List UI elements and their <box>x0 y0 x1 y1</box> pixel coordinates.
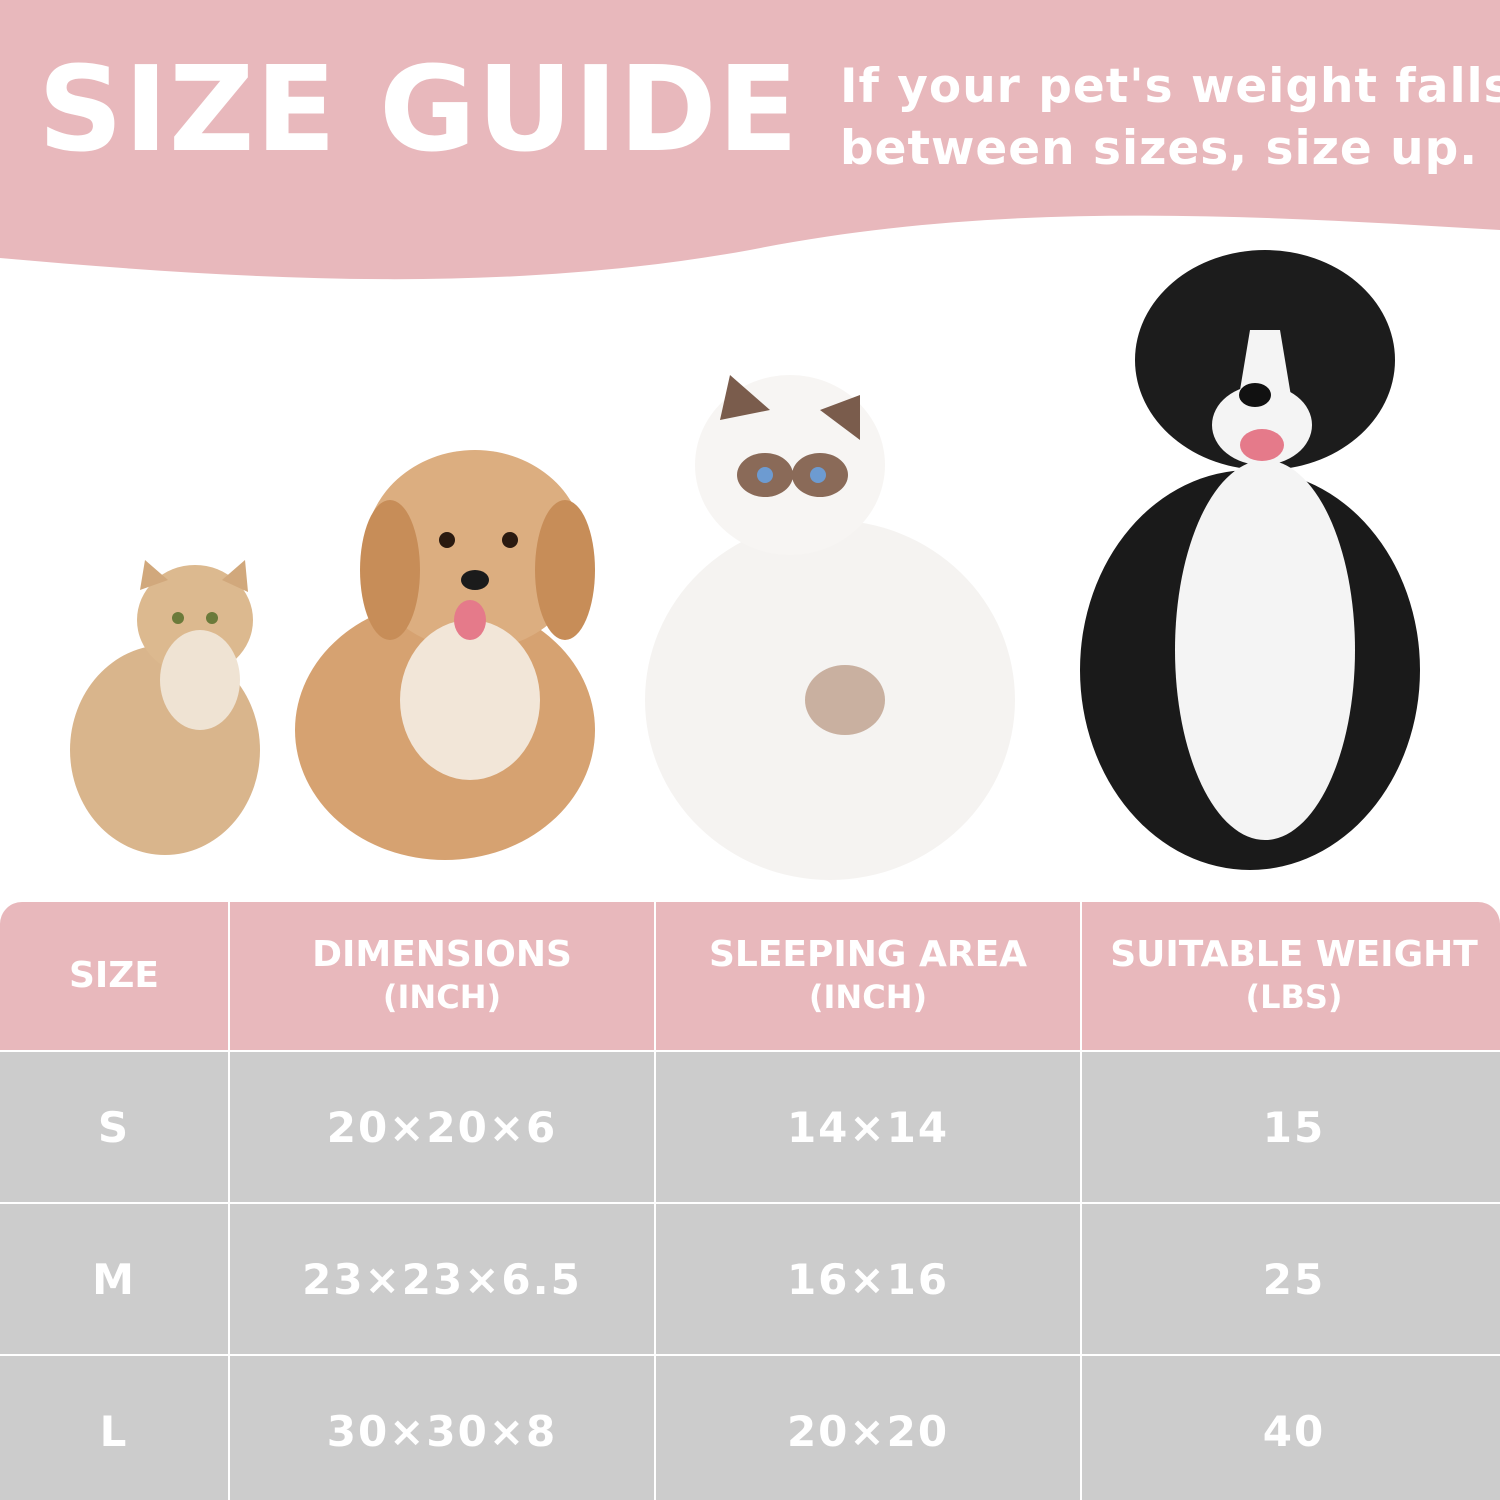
size-tip-line1: If your pet's weight falls <box>840 59 1500 114</box>
table-cell-dimensions: 23×23×6.5 <box>230 1204 654 1354</box>
table-cell-sleeping-area: 16×16 <box>656 1204 1080 1354</box>
size-tip: If your pet's weight falls between sizes… <box>840 56 1500 180</box>
table-cell-weight: 40 <box>1082 1356 1500 1500</box>
column-label: SLEEPING AREA <box>708 934 1028 975</box>
column-header-size: SIZE <box>0 902 228 1050</box>
table-cell-weight: 25 <box>1082 1204 1500 1354</box>
table-cell-weight: 15 <box>1082 1052 1500 1202</box>
table-cell-size: L <box>0 1356 228 1500</box>
column-unit: (INCH) <box>808 978 928 1016</box>
small-dog-image <box>295 450 595 860</box>
table-cell-size: S <box>0 1052 228 1202</box>
border-collie-image <box>1080 250 1420 870</box>
table-cell-size: M <box>0 1204 228 1354</box>
column-unit: (INCH) <box>382 978 502 1016</box>
table-cell-dimensions: 30×30×8 <box>230 1356 654 1500</box>
column-label: SIZE <box>68 955 160 996</box>
column-label: DIMENSIONS <box>312 934 572 975</box>
header-wave-background <box>0 0 1500 280</box>
table-cell-dimensions: 20×20×6 <box>230 1052 654 1202</box>
table-cell-sleeping-area: 14×14 <box>656 1052 1080 1202</box>
column-header-dimensions: DIMENSIONS (INCH) <box>230 902 654 1050</box>
pets-illustration <box>70 250 1420 880</box>
size-table: SIZE DIMENSIONS (INCH) SLEEPING AREA (INCH… <box>0 902 1500 1500</box>
column-unit: (LBS) <box>1245 978 1343 1016</box>
size-tip-line2: between sizes, size up. <box>840 121 1479 176</box>
small-cat-image <box>70 560 260 855</box>
column-header-sleeping-area: SLEEPING AREA (INCH) <box>656 902 1080 1050</box>
page-title: SIZE GUIDE <box>38 40 800 178</box>
column-label: SUITABLE WEIGHT <box>1110 934 1478 975</box>
table-cell-sleeping-area: 20×20 <box>656 1356 1080 1500</box>
ragdoll-cat-image <box>645 375 1015 880</box>
header-banner: SIZE GUIDE If your pet's weight falls be… <box>0 0 1500 290</box>
column-header-suitable-weight: SUITABLE WEIGHT (LBS) <box>1082 902 1500 1050</box>
